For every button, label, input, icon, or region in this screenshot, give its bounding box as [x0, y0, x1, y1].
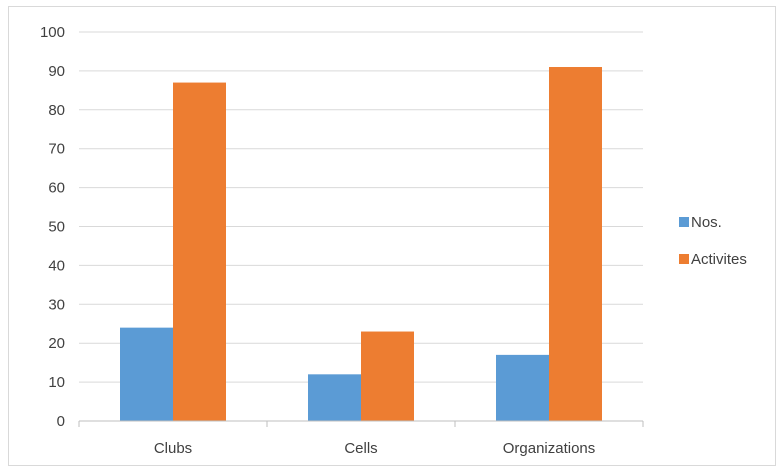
legend: Nos. Activites	[679, 214, 747, 268]
legend-label: Nos.	[691, 214, 722, 231]
x-tick-label: Clubs	[154, 440, 192, 457]
y-tick-label: 60	[48, 180, 65, 197]
y-tick-label: 10	[48, 374, 65, 391]
x-tick-label: Organizations	[503, 440, 596, 457]
bar-nos-organizations	[496, 355, 549, 421]
y-tick-label: 30	[48, 296, 65, 313]
legend-label: Activites	[691, 251, 747, 268]
y-tick-label: 20	[48, 335, 65, 352]
legend-swatch	[679, 254, 689, 264]
bar-nos-cells	[308, 374, 361, 421]
bar-nos-clubs	[120, 328, 173, 421]
y-tick-label: 100	[40, 24, 65, 41]
legend-swatch	[679, 217, 689, 227]
y-tick-label: 50	[48, 219, 65, 236]
y-tick-label: 90	[48, 63, 65, 80]
y-tick-label: 0	[57, 413, 65, 430]
x-tick-label: Cells	[344, 440, 377, 457]
bars	[120, 67, 602, 421]
bar-activites-clubs	[173, 83, 226, 421]
y-tick-label: 80	[48, 102, 65, 119]
y-tick-label: 70	[48, 141, 65, 158]
bar-activites-organizations	[549, 67, 602, 421]
bar-activites-cells	[361, 332, 414, 421]
y-tick-label: 40	[48, 257, 65, 274]
